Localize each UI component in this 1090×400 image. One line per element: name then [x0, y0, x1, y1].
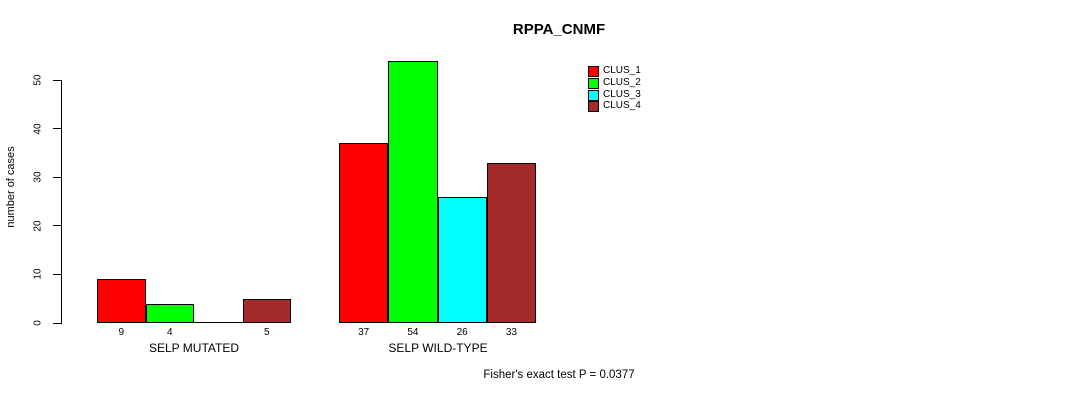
y-axis-label: number of cases	[5, 146, 17, 228]
legend-swatch-icon	[588, 89, 599, 101]
y-tick-label: 20	[32, 220, 44, 232]
bar-clus_2-mutated	[145, 303, 194, 323]
bar-value-label: 9	[118, 327, 125, 338]
bar-clus_3-mutated	[194, 322, 243, 323]
y-tick-label: 40	[32, 123, 44, 135]
legend-label: CLUS_4	[603, 100, 641, 112]
bar-value-label: 54	[407, 327, 419, 338]
y-axis-line	[61, 80, 62, 324]
y-tick-label: 10	[32, 268, 44, 280]
bar-clus_2-wildtype	[388, 60, 438, 323]
bar-clus_4-wildtype	[486, 162, 536, 323]
y-tick-label: 0	[32, 320, 44, 326]
legend-label: CLUS_2	[603, 76, 641, 88]
bar-value-label: 37	[358, 327, 370, 338]
x-axis-group-label-wildtype: SELP WILD-TYPE	[388, 341, 488, 355]
bar-clus_3-wildtype	[437, 196, 487, 323]
legend-label: CLUS_3	[603, 88, 641, 100]
legend-swatch-icon	[588, 66, 599, 77]
y-tick-mark	[53, 79, 61, 81]
bar-clus_1-wildtype	[339, 143, 389, 323]
fisher-test-annotation: Fisher's exact test P = 0.0377	[483, 369, 635, 381]
legend-swatch-icon	[588, 101, 599, 113]
legend-swatch-icon	[588, 77, 599, 89]
bar-clus_4-mutated	[242, 298, 291, 323]
bar-clus_1-mutated	[97, 279, 146, 323]
legend-label: CLUS_1	[603, 65, 641, 76]
bar-value-label: 4	[166, 327, 173, 338]
y-tick-mark	[53, 176, 61, 178]
y-tick-mark	[53, 273, 61, 275]
bar-value-label: 26	[456, 327, 468, 338]
x-axis-group-label-mutated: SELP MUTATED	[148, 341, 240, 355]
bar-value-label: 5	[263, 327, 270, 338]
y-tick-label: 30	[32, 171, 44, 183]
y-tick-label: 50	[32, 74, 44, 86]
chart-title: RPPA_CNMF	[512, 21, 606, 38]
y-tick-mark	[53, 225, 61, 227]
y-tick-mark	[53, 128, 61, 130]
y-tick-mark	[53, 322, 61, 324]
bar-value-label: 33	[505, 327, 517, 338]
